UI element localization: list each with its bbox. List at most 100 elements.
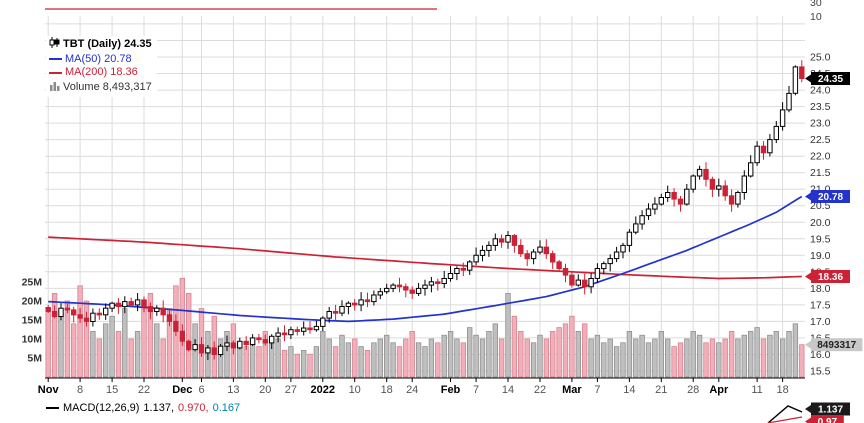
candle-body	[186, 340, 192, 351]
volume-bar	[505, 293, 511, 378]
volume-bar	[467, 327, 473, 378]
volume-bar	[103, 323, 109, 378]
candle-body	[281, 332, 288, 336]
volume-bar	[556, 327, 562, 378]
candle-body	[134, 299, 141, 306]
volume-bar	[364, 350, 371, 378]
candle-body	[237, 340, 243, 349]
volume-bar	[454, 338, 460, 378]
candle-body	[511, 235, 518, 246]
volume-bar	[134, 331, 141, 378]
candle-body	[352, 302, 358, 306]
candle-body	[301, 327, 307, 332]
x-axis-label: 10	[349, 384, 361, 396]
price-axis-label: 22.5	[810, 134, 831, 146]
candle-body	[313, 325, 320, 331]
volume-bar	[786, 331, 792, 378]
value-box-pointer	[805, 340, 811, 349]
volume-bar	[64, 300, 71, 378]
candle-body	[569, 274, 575, 286]
volume-bar	[709, 338, 716, 378]
volume-bar	[760, 338, 767, 378]
price-axis-label: 20.0	[810, 217, 831, 229]
value-box-label: 24.35	[818, 74, 843, 85]
volume-bar	[396, 346, 403, 378]
volume-bar	[703, 342, 709, 378]
candle-body	[154, 307, 160, 313]
candle-body	[166, 314, 173, 322]
symbol-title: TBT (Daily) 24.35	[63, 38, 152, 50]
x-axis-label: 22	[534, 384, 546, 396]
volume-bar	[562, 323, 569, 378]
candle-body	[779, 109, 786, 127]
upper-panel-scale-label-30: 30	[810, 0, 822, 9]
volume-bar	[332, 346, 339, 378]
volume-bar	[186, 293, 192, 378]
candle-body	[665, 192, 671, 198]
x-axis-label: 24	[406, 384, 418, 396]
candle-body	[562, 268, 569, 276]
volume-bar	[620, 342, 626, 378]
volume-bar	[780, 338, 786, 378]
candle-body	[51, 311, 58, 317]
volume-bar	[773, 331, 779, 378]
volume-bar	[435, 342, 441, 378]
volume-bar	[115, 331, 122, 378]
candle-body	[792, 66, 799, 94]
candle-body	[575, 279, 581, 286]
candle-body	[735, 192, 741, 205]
volume-axis-label: 25M	[22, 277, 43, 289]
volume-legend-label: Volume 8,493,317	[63, 80, 152, 93]
x-axis-label: Dec	[172, 384, 192, 396]
candle-body	[741, 175, 747, 193]
candle-body	[786, 92, 792, 111]
ma200-legend-label: MA(200) 18.36	[65, 66, 138, 78]
volume-bar	[307, 353, 313, 378]
candle-body	[639, 215, 645, 225]
volume-bar	[728, 331, 735, 378]
candle-body	[728, 195, 735, 205]
candle-body	[550, 253, 556, 263]
candle-body	[45, 307, 51, 312]
candle-body	[422, 284, 428, 289]
macd-value-2: 0.970,	[178, 402, 209, 414]
candle-body	[537, 246, 543, 253]
volume-bar	[83, 300, 90, 378]
volume-bar	[601, 342, 607, 378]
volume-bar	[147, 293, 154, 378]
candle-body	[83, 317, 90, 322]
volume-bar	[77, 285, 83, 378]
volume-bar	[799, 344, 805, 378]
candle-body	[198, 344, 205, 354]
candle-body	[703, 168, 709, 180]
candle-body	[160, 307, 166, 316]
x-axis-label: 6	[198, 384, 204, 396]
value-box	[811, 72, 850, 85]
macd-legend: MACD(12,26,9) 1.137, 0.970, 0.167	[46, 402, 240, 414]
volume-bar	[320, 331, 326, 378]
candle-body	[64, 307, 71, 311]
volume-bar	[45, 308, 51, 378]
x-axis-label: 28	[687, 384, 699, 396]
volume-bar	[384, 334, 390, 378]
volume-bar	[639, 334, 645, 378]
candle-body	[556, 261, 562, 269]
candle-body	[607, 258, 613, 265]
value-box-label: 18.36	[818, 272, 843, 283]
volume-bar	[479, 338, 486, 378]
volume-bar	[696, 334, 703, 378]
volume-bar	[58, 315, 64, 378]
candle-body	[224, 342, 230, 347]
candle-body	[722, 185, 728, 197]
candle-body	[269, 335, 275, 344]
volume-bar	[275, 338, 281, 378]
volume-bar	[473, 334, 479, 378]
candle-body	[320, 317, 326, 327]
legend-volume-row: Volume 8,493,317	[49, 80, 152, 96]
candle-body	[390, 284, 396, 289]
x-axis-label: 18	[381, 384, 393, 396]
volume-bar	[358, 346, 364, 378]
legend-ma200-row: MA(200) 18.36	[49, 66, 152, 80]
candle-body	[173, 320, 179, 332]
volume-bar	[658, 331, 664, 378]
